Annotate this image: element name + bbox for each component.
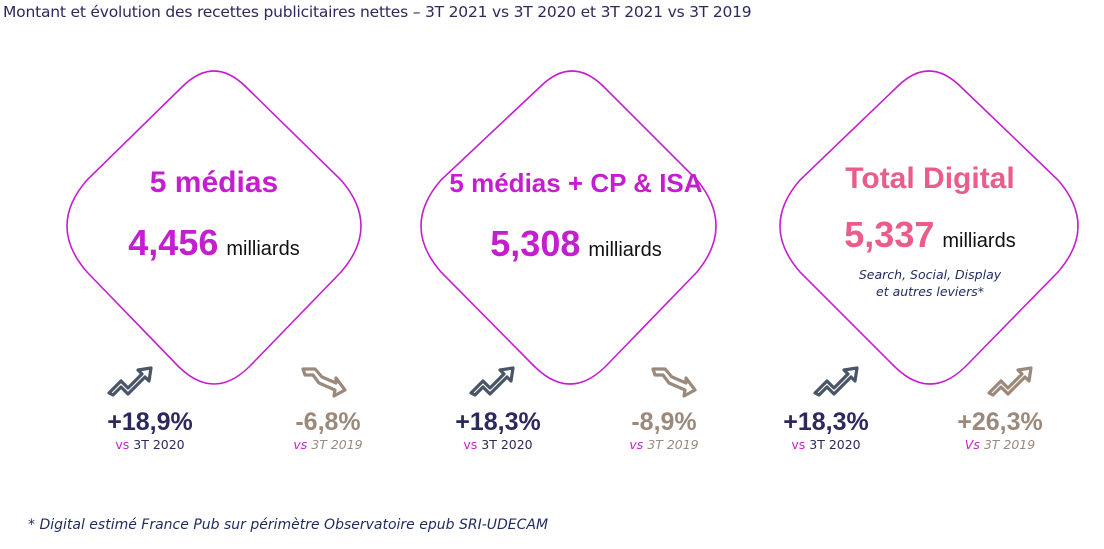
stat-value: -8,9% <box>631 408 697 436</box>
card-subtitle: Search, Social, Display et autres levier… <box>800 266 1060 300</box>
stat-comparison: vs 3T 2019 <box>604 437 724 452</box>
trend-up-icon <box>107 366 153 397</box>
period-label: 3T 2020 <box>133 437 185 452</box>
stat-digital-vs-2020: +18,3% vs 3T 2020 <box>766 408 886 452</box>
vs-label: vs <box>115 437 130 452</box>
stat-cp-isa-vs-2019: -8,9% vs 3T 2019 <box>604 408 724 452</box>
stat-cp-isa-vs-2020: +18,3% vs 3T 2020 <box>438 408 558 452</box>
trend-up-icon <box>987 366 1033 397</box>
stat-comparison: vs 3T 2020 <box>90 437 210 452</box>
card-heading: 5 médias <box>149 166 279 199</box>
vs-label: vs <box>293 437 308 452</box>
trend-down-icon <box>651 367 697 398</box>
card-5-medias-cp-isa: 5 médias + CP & ISA 5,308 milliards <box>426 168 726 265</box>
amount-unit: milliards <box>226 238 300 260</box>
diamond-frame-total-digital <box>779 70 1079 385</box>
stat-comparison: vs 3T 2020 <box>438 437 558 452</box>
stat-5-medias-vs-2019: -6,8% vs 3T 2019 <box>268 408 388 452</box>
stat-comparison: vs 3T 2019 <box>268 437 388 452</box>
card-heading: Total Digital <box>845 162 1015 195</box>
card-amount: 5,337 milliards <box>800 214 1060 256</box>
diamond-frame-5-medias <box>66 70 362 385</box>
subtitle-line-2: et autres leviers* <box>876 284 984 299</box>
stat-value: +18,3% <box>455 408 541 436</box>
trend-up-icon <box>813 366 859 397</box>
page-title: Montant et évolution des recettes public… <box>3 3 752 21</box>
card-heading: 5 médias + CP & ISA <box>449 168 703 198</box>
amount-value: 4,456 <box>128 222 219 263</box>
amount-unit: milliards <box>942 230 1016 252</box>
vs-label: vs <box>791 437 806 452</box>
vs-label: Vs <box>964 437 980 452</box>
stat-comparison: Vs 3T 2019 <box>940 437 1060 452</box>
stat-value: +18,3% <box>783 408 869 436</box>
stat-comparison: vs 3T 2020 <box>766 437 886 452</box>
diamond-frame-5-medias-cp-isa <box>420 70 717 385</box>
card-total-digital: Total Digital 5,337 milliards Search, Soc… <box>800 162 1060 300</box>
amount-value: 5,337 <box>844 214 935 255</box>
amount-unit: milliards <box>588 239 662 261</box>
subtitle-line-1: Search, Social, Display <box>858 267 1002 282</box>
stat-value: +26,3% <box>957 408 1043 436</box>
trend-up-icon <box>469 366 515 397</box>
vs-label: vs <box>463 437 478 452</box>
period-label: 3T 2019 <box>983 437 1036 452</box>
trend-down-icon <box>301 367 347 398</box>
period-label: 3T 2020 <box>809 437 861 452</box>
stat-digital-vs-2019: +26,3% Vs 3T 2019 <box>940 408 1060 452</box>
stat-5-medias-vs-2020: +18,9% vs 3T 2020 <box>90 408 210 452</box>
stat-value: -6,8% <box>295 408 361 436</box>
footnote: * Digital estimé France Pub sur périmètr… <box>28 517 549 533</box>
stat-value: +18,9% <box>107 408 193 436</box>
card-amount: 5,308 milliards <box>426 223 726 265</box>
card-amount: 4,456 milliards <box>94 222 334 264</box>
vs-label: vs <box>629 437 644 452</box>
period-label: 3T 2019 <box>647 437 699 452</box>
period-label: 3T 2019 <box>311 437 363 452</box>
amount-value: 5,308 <box>490 223 581 264</box>
period-label: 3T 2020 <box>481 437 533 452</box>
card-5-medias: 5 médias 4,456 milliards <box>94 166 334 264</box>
